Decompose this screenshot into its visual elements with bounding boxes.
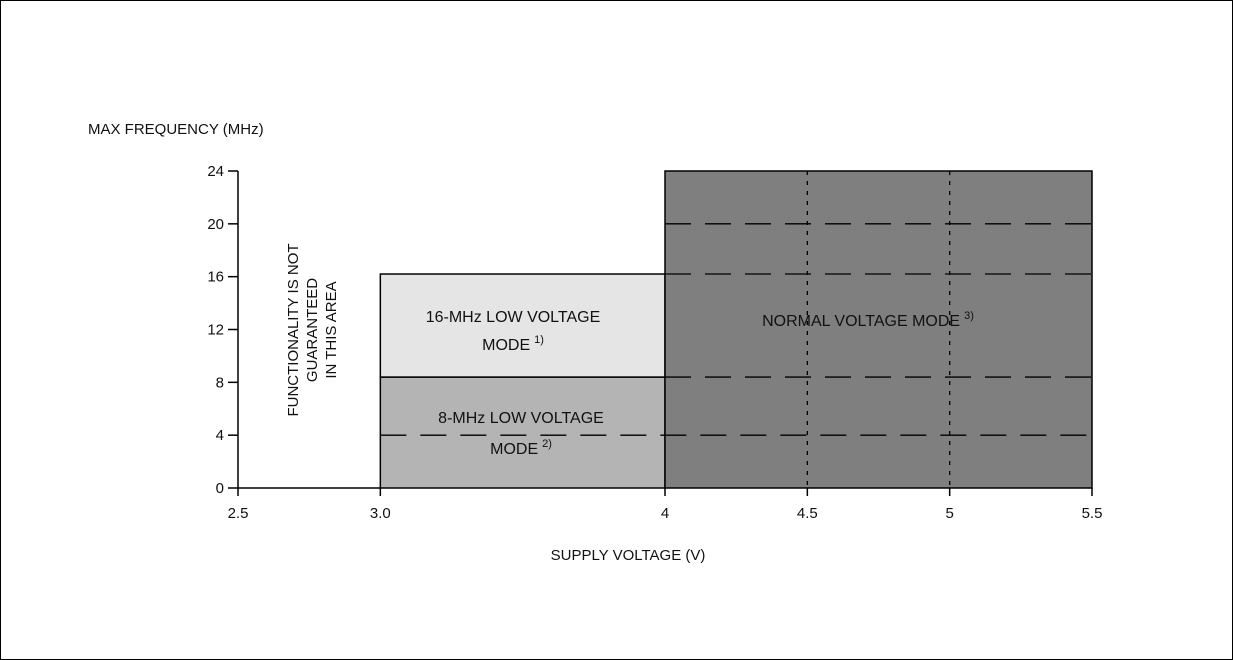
y-tick-label-8: 8 <box>216 374 224 391</box>
annotation-line-1: FUNCTIONALITY IS NOT <box>285 243 302 416</box>
16-mhz-low-voltage-mode-label-line-1: 16-MHz LOW VOLTAGE <box>426 309 601 326</box>
x-tick-label-5: 5 <box>945 505 953 522</box>
y-tick-label-4: 4 <box>216 427 224 444</box>
y-axis-title: MAX FREQUENCY (MHz) <box>88 121 264 138</box>
normal-voltage-mode-label-line-1: NORMAL VOLTAGE MODE 3) <box>762 310 974 330</box>
y-tick-label-12: 12 <box>207 322 224 339</box>
y-tick-label-24: 24 <box>207 163 224 180</box>
x-tick-label-3: 3.0 <box>370 505 391 522</box>
8-mhz-low-voltage-mode-label-line-1: 8-MHz LOW VOLTAGE <box>438 410 604 427</box>
region-16-mhz-low-voltage-mode <box>379 273 666 378</box>
x-tick-label-4.5: 4.5 <box>797 505 818 522</box>
y-tick-label-16: 16 <box>207 269 224 286</box>
annotation-line-2: GUARANTEED <box>304 278 321 382</box>
8-mhz-low-voltage-mode-label-line-2: MODE 2) <box>490 438 552 458</box>
x-tick-label-2.5: 2.5 <box>228 505 249 522</box>
16-mhz-low-voltage-mode-footnote: 1) <box>534 334 544 346</box>
region-8-mhz-low-voltage-mode <box>379 376 666 489</box>
annotation-line-3: IN THIS AREA <box>323 281 340 378</box>
normal-voltage-mode-footnote: 3) <box>964 310 974 322</box>
16-mhz-low-voltage-mode-label-line-2: MODE 1) <box>482 334 544 354</box>
y-tick-label-0: 0 <box>216 480 224 497</box>
8-mhz-low-voltage-mode-footnote: 2) <box>542 438 552 450</box>
x-axis-title: SUPPLY VOLTAGE (V) <box>551 547 706 564</box>
y-tick-label-20: 20 <box>207 216 224 233</box>
x-tick-label-5.5: 5.5 <box>1082 505 1103 522</box>
reference-lines-layer <box>380 171 1092 488</box>
labels-layer: 0 4 8 12 16 20 24 2.5 3.0 4 4.5 5 5.5 16-MHz LOW VOLT… <box>207 163 1102 522</box>
x-tick-label-4: 4 <box>661 505 669 522</box>
regions-layer <box>379 170 1093 489</box>
axes-layer <box>228 170 1093 496</box>
